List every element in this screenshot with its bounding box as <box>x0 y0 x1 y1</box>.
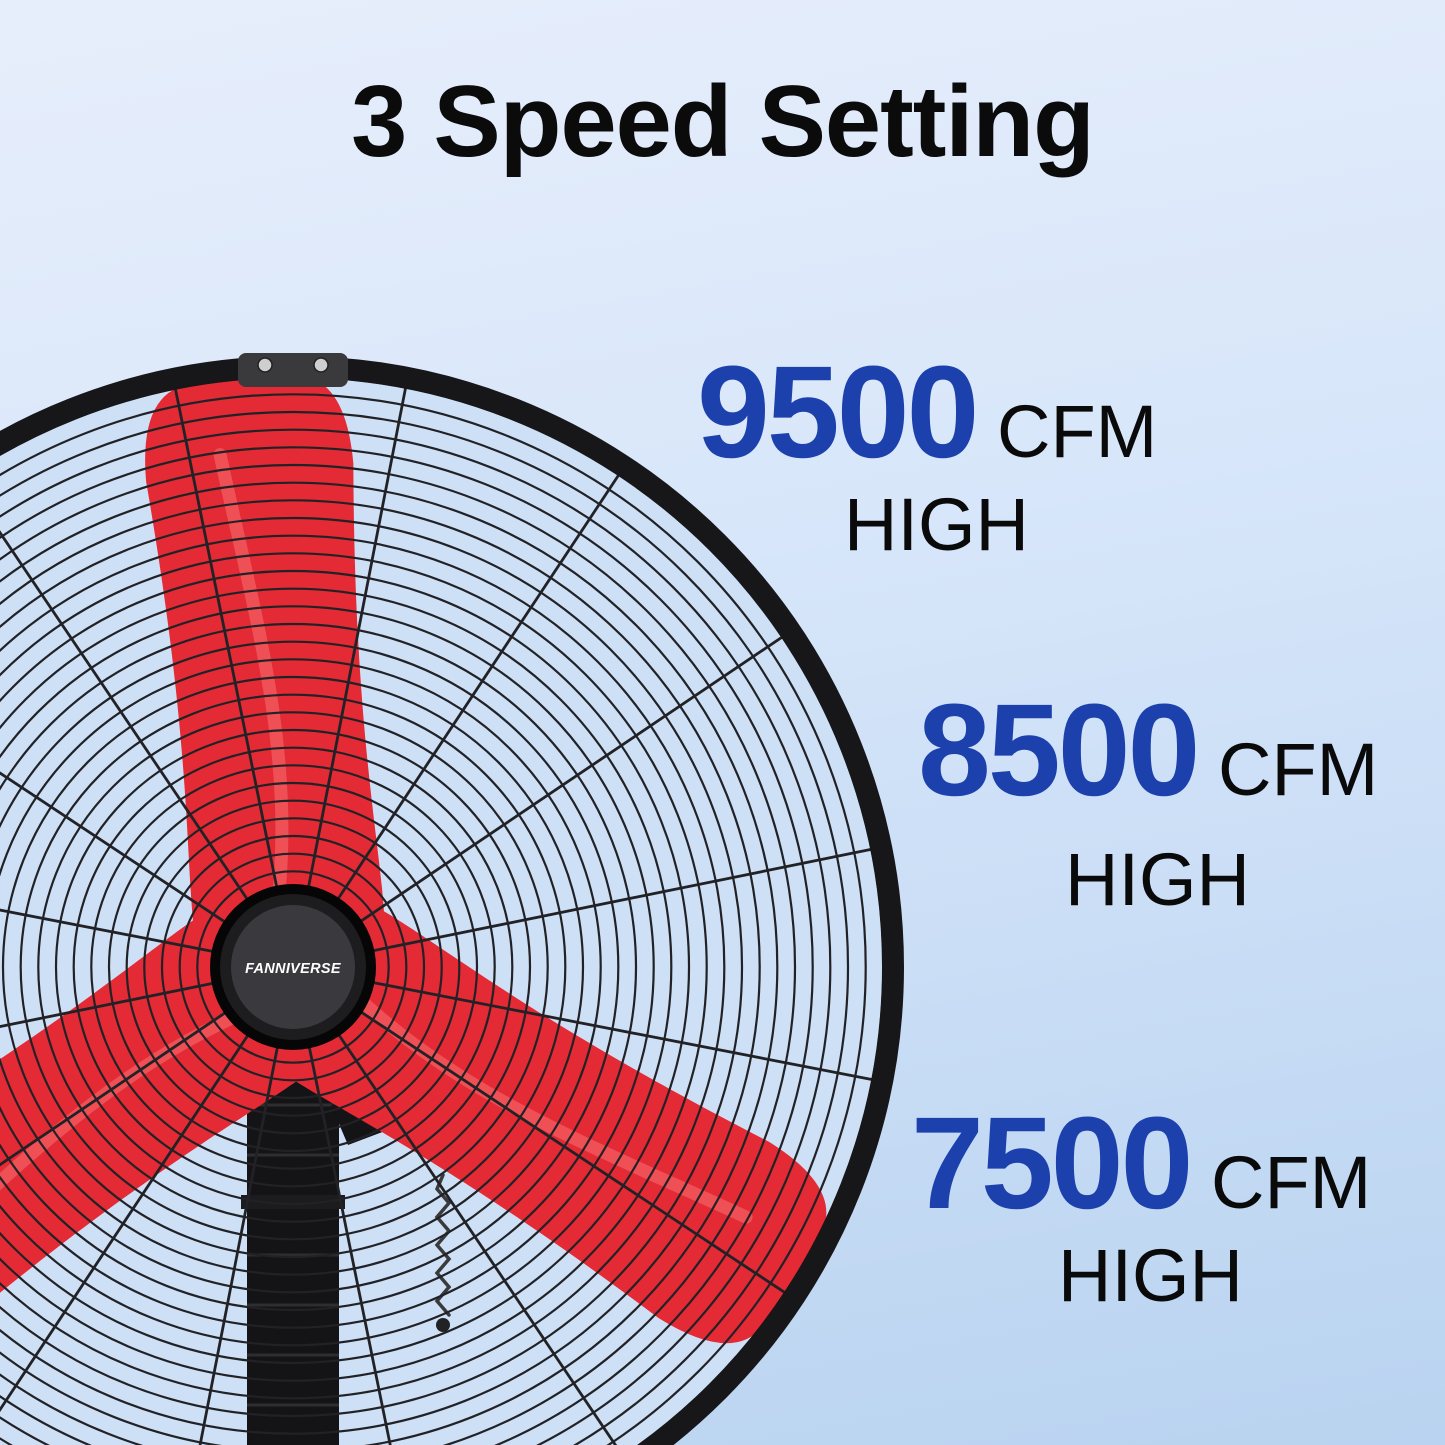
svg-text:FANNIVERSE: FANNIVERSE <box>245 961 342 977</box>
